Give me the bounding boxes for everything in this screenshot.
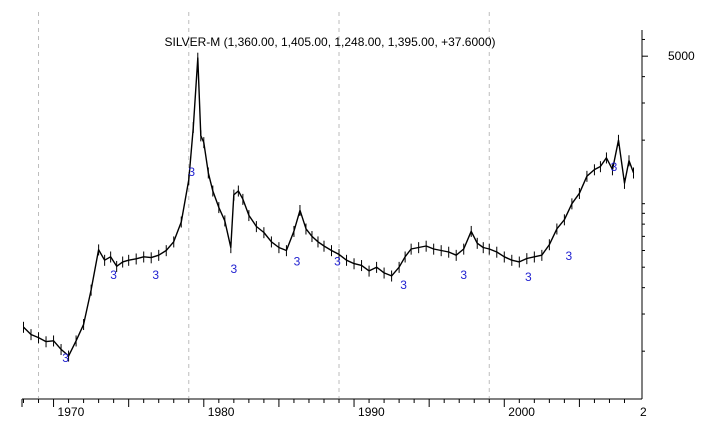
wave-marker: 3 (62, 351, 69, 365)
wave-markers: 3 3 3 3 3 3 3 3 3 3 3 3 (62, 160, 617, 365)
x-tick-label: 1980 (208, 405, 235, 419)
wave-marker: 3 (525, 270, 532, 284)
axes: 5000 1970 1980 1990 2000 2 (21, 30, 695, 419)
wave-marker: 3 (152, 268, 159, 282)
wave-marker: 3 (566, 249, 573, 263)
wave-marker: 3 (231, 262, 238, 276)
price-series (23, 52, 635, 362)
wave-marker: 3 (460, 268, 467, 282)
x-tick-label: 1990 (358, 405, 385, 419)
wave-marker: 3 (188, 165, 195, 179)
wave-marker: 3 (400, 278, 407, 292)
wave-marker: 3 (611, 160, 618, 174)
x-tick-label: 1970 (58, 405, 85, 419)
vertical-grid (38, 12, 490, 398)
x-tick-label: 2000 (508, 405, 535, 419)
y-tick-label: 5000 (668, 49, 695, 63)
x-tick-label: 2 (640, 405, 647, 419)
wave-marker: 3 (334, 254, 341, 268)
wave-marker: 3 (294, 254, 301, 268)
price-line (23, 57, 635, 357)
chart-title: SILVER-M (1,360.00, 1,405.00, 1,248.00, … (164, 35, 495, 49)
wave-marker: 3 (110, 268, 117, 282)
